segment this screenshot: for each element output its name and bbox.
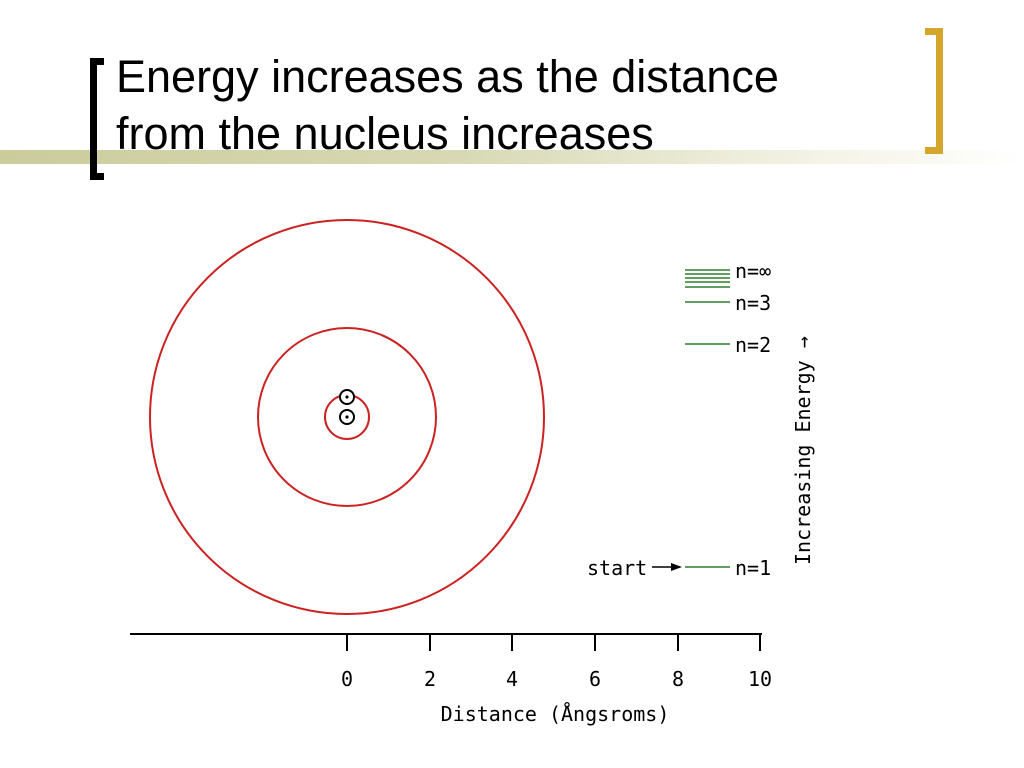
energy-axis-label: Increasing Energy → [791, 336, 815, 565]
level-label-n2: n=2 [735, 333, 771, 357]
axis-title: Distance (Ångsroms) [441, 702, 670, 726]
start-arrow-head [671, 563, 682, 571]
level-label-infinity: n=∞ [735, 259, 771, 283]
level-label-n1: n=1 [735, 556, 771, 580]
slide-title-line-2: from the nucleus increases [116, 108, 654, 159]
start-label: start [587, 556, 647, 580]
left-bracket-decoration [90, 58, 104, 180]
tick-label: 10 [748, 667, 772, 691]
slide-title-line-1: Energy increases as the distance [116, 51, 779, 102]
nucleus [339, 389, 355, 425]
distance-axis: 0 2 4 6 8 10 Distance (Ångsroms) [130, 633, 772, 726]
tick-label: 6 [589, 667, 601, 691]
orbit-n2 [257, 327, 437, 507]
energy-level-n2: n=2 [685, 333, 771, 357]
start-marker: start [587, 556, 682, 580]
tick-label: 8 [672, 667, 684, 691]
tick-label: 0 [341, 667, 353, 691]
energy-level-infinity: n=∞ [685, 259, 771, 288]
tick-label: 4 [506, 667, 518, 691]
energy-level-n3: n=3 [685, 291, 771, 315]
right-bracket-decoration [925, 28, 943, 154]
tick-label: 2 [424, 667, 436, 691]
title-rule [0, 150, 1024, 164]
level-label-n3: n=3 [735, 291, 771, 315]
slide-title: Energy increases as the distance from th… [116, 48, 896, 162]
orbit-n3 [149, 219, 545, 615]
energy-level-n1: n=1 [685, 556, 771, 580]
